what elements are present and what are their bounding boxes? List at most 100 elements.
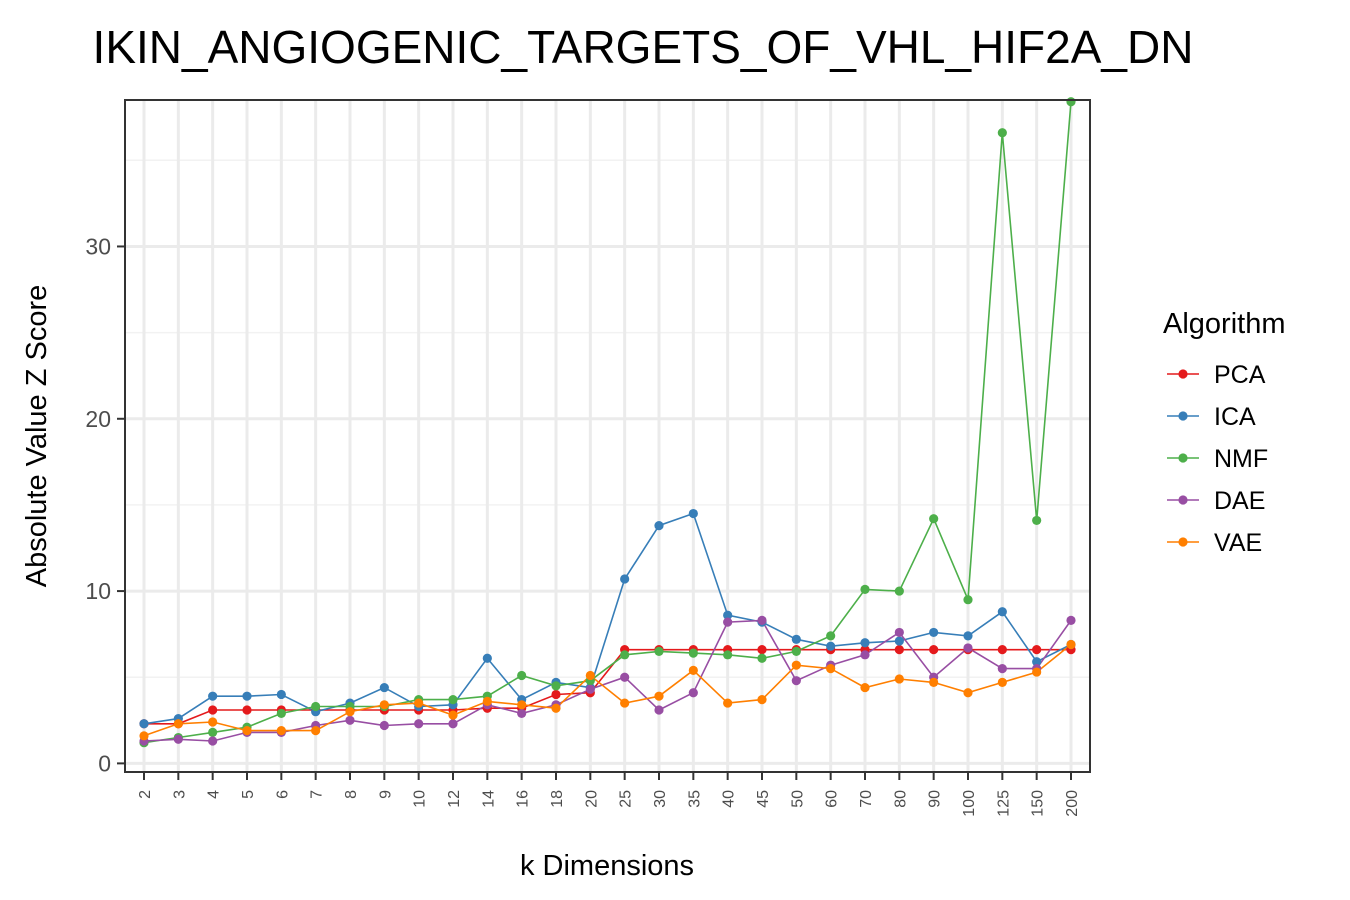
legend-key-point-pca	[1178, 369, 1188, 379]
legend-key-point-nmf	[1178, 453, 1188, 463]
data-point-vae	[173, 719, 183, 729]
data-point-pca	[551, 689, 561, 700]
data-point-nmf	[997, 128, 1007, 138]
data-point-dae	[723, 617, 733, 627]
data-point-vae	[757, 695, 767, 705]
data-point-vae	[997, 677, 1007, 688]
data-point-vae	[139, 731, 149, 741]
x-tick-label: 40	[721, 790, 738, 808]
x-tick-label: 35	[686, 790, 703, 808]
x-tick-label: 150	[1030, 790, 1047, 817]
data-point-vae	[585, 670, 595, 681]
data-point-vae	[242, 726, 252, 736]
data-point-pca	[208, 705, 218, 715]
data-point-ica	[688, 508, 698, 519]
data-point-ica	[139, 719, 149, 729]
data-point-ica	[654, 521, 664, 531]
data-point-ica	[242, 691, 252, 701]
x-tick-label: 30	[652, 790, 669, 808]
data-point-pca	[929, 645, 939, 655]
series-line-dae	[143, 619, 1072, 742]
data-point-nmf	[929, 514, 939, 524]
x-tick-label: 25	[618, 790, 635, 808]
x-tick-label: 9	[377, 790, 394, 799]
x-tick-label: 14	[480, 790, 497, 808]
data-point-vae	[414, 698, 424, 708]
x-tick-label: 100	[961, 790, 978, 817]
data-point-ica	[379, 682, 389, 693]
legend-label-vae: VAE	[1214, 529, 1262, 557]
data-point-dae	[688, 688, 698, 698]
data-point-nmf	[551, 681, 561, 691]
x-tick-label: 20	[583, 790, 600, 808]
data-point-dae	[860, 650, 870, 660]
legend: Algorithm PCA ICA NMF DAE VAE	[1163, 308, 1286, 557]
x-tick-label: 80	[892, 790, 909, 808]
data-point-dae	[585, 684, 595, 694]
data-point-vae	[860, 682, 870, 693]
data-point-pca	[997, 645, 1007, 655]
data-point-vae	[723, 698, 733, 708]
chart-title: IKIN_ANGIOGENIC_TARGETS_OF_VHL_HIF2A_DN	[93, 21, 1194, 73]
x-tick-label: 60	[824, 790, 841, 808]
x-tick-label: 8	[343, 790, 360, 799]
x-tick-label: 70	[858, 790, 875, 808]
data-point-dae	[345, 715, 355, 725]
data-point-vae	[208, 717, 218, 727]
data-point-vae	[963, 688, 973, 698]
data-point-dae	[208, 736, 218, 746]
data-point-dae	[620, 672, 630, 682]
data-point-dae	[654, 705, 664, 715]
data-point-dae	[1066, 615, 1076, 625]
x-tick-label: 6	[274, 790, 291, 799]
legend-title: Algorithm	[1163, 308, 1286, 340]
data-point-dae	[894, 627, 904, 638]
data-point-dae	[997, 664, 1007, 674]
data-point-vae	[688, 665, 698, 675]
data-point-nmf	[276, 708, 286, 719]
y-tick-label: 0	[98, 750, 111, 776]
data-point-dae	[448, 719, 458, 729]
data-point-vae	[791, 660, 801, 670]
data-point-vae	[654, 691, 664, 701]
y-tick-label: 20	[85, 406, 111, 432]
data-point-nmf	[311, 701, 321, 712]
x-tick-label: 18	[549, 790, 566, 808]
data-point-vae	[448, 710, 458, 720]
data-point-nmf	[448, 695, 458, 705]
data-point-vae	[276, 726, 286, 736]
data-point-ica	[1032, 657, 1042, 667]
data-point-vae	[929, 677, 939, 688]
data-point-vae	[826, 664, 836, 674]
data-point-nmf	[757, 653, 767, 663]
data-point-vae	[894, 674, 904, 684]
data-point-ica	[620, 574, 630, 584]
data-point-vae	[482, 696, 492, 706]
data-point-vae	[379, 700, 389, 710]
data-point-vae	[1032, 667, 1042, 677]
data-point-nmf	[963, 595, 973, 605]
y-tick-label: 10	[85, 578, 111, 604]
data-point-ica	[894, 636, 904, 646]
plot-border	[124, 99, 1091, 773]
data-point-dae	[414, 719, 424, 729]
series-line-vae	[143, 643, 1072, 737]
x-tick-label: 125	[995, 790, 1012, 817]
series-layer	[139, 97, 1076, 748]
data-point-pca	[894, 645, 904, 655]
data-point-ica	[860, 638, 870, 648]
y-axis-title: Absolute Value Z Score	[21, 285, 53, 588]
data-point-nmf	[208, 727, 218, 737]
legend-label-dae: DAE	[1214, 487, 1265, 515]
legend-label-pca: PCA	[1214, 361, 1266, 389]
data-point-ica	[208, 691, 218, 701]
x-tick-label: 16	[515, 790, 532, 808]
x-axis-title: k Dimensions	[520, 850, 694, 882]
x-tick-label: 4	[206, 790, 223, 799]
data-point-nmf	[1032, 515, 1042, 526]
data-point-pca	[757, 645, 767, 655]
data-point-nmf	[826, 631, 836, 641]
data-point-nmf	[620, 650, 630, 660]
data-point-nmf	[791, 646, 801, 656]
data-point-dae	[379, 720, 389, 731]
